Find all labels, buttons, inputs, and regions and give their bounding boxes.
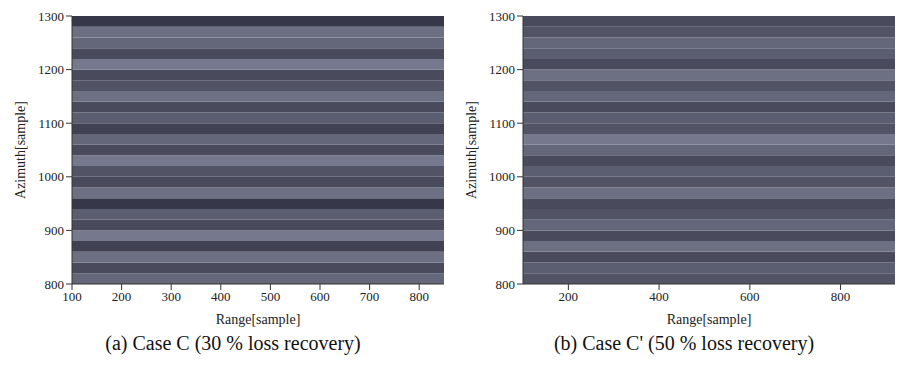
- svg-text:Range[sample]: Range[sample]: [216, 312, 301, 327]
- svg-text:600: 600: [310, 289, 330, 304]
- svg-text:100: 100: [62, 289, 82, 304]
- svg-text:1300: 1300: [38, 9, 64, 24]
- svg-text:800: 800: [496, 277, 516, 292]
- svg-text:800: 800: [45, 277, 65, 292]
- svg-text:500: 500: [261, 289, 281, 304]
- svg-text:Azimuth[sample]: Azimuth[sample]: [13, 101, 28, 199]
- svg-text:Azimuth[sample]: Azimuth[sample]: [464, 101, 479, 199]
- svg-text:1200: 1200: [489, 62, 515, 77]
- svg-text:1300: 1300: [489, 9, 515, 24]
- svg-text:900: 900: [496, 223, 516, 238]
- html-text:(b) Case C' (50 % loss recover: (b) Case C' (50 % loss recovery): [553, 332, 815, 354]
- svg-text:1100: 1100: [489, 116, 515, 131]
- svg-text:200: 200: [559, 289, 579, 304]
- svg-text:1100: 1100: [38, 116, 64, 131]
- svg-text:1000: 1000: [38, 169, 64, 184]
- svg-text:1000: 1000: [489, 169, 515, 184]
- svg-text:300: 300: [161, 289, 181, 304]
- svg-text:700: 700: [360, 289, 380, 304]
- svg-text:900: 900: [45, 223, 65, 238]
- html-text:(a) Case C (30 % loss recovery: (a) Case C (30 % loss recovery): [105, 332, 361, 354]
- svg-text:400: 400: [211, 289, 231, 304]
- svg-text:600: 600: [740, 289, 760, 304]
- svg-text:Range[sample]: Range[sample]: [667, 312, 752, 327]
- svg-text:200: 200: [112, 289, 132, 304]
- svg-text:1200: 1200: [38, 62, 64, 77]
- svg-text:800: 800: [409, 289, 429, 304]
- svg-text:400: 400: [649, 289, 669, 304]
- svg-text:800: 800: [831, 289, 851, 304]
